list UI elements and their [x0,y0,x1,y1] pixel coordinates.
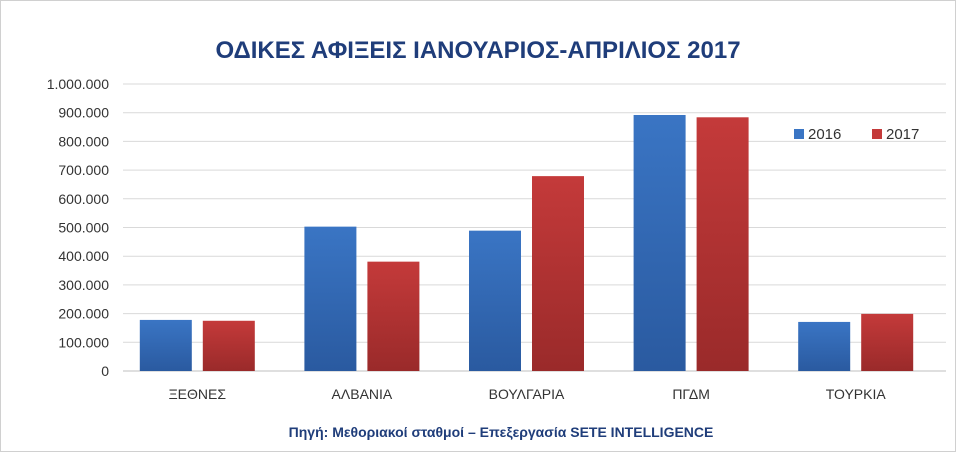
bars [139,114,914,372]
y-tick-label: 900.000 [58,105,109,121]
y-tick-label: 800.000 [58,133,109,149]
bar-2016-4 [798,321,851,371]
bar-2016-2 [469,230,521,371]
x-category-label: ΒΟΥΛΓΑΡΙΑ [489,386,565,402]
x-category-label: ΤΟΥΡΚΙΑ [826,386,887,402]
y-tick-label: 200.000 [58,306,109,322]
bar-2016-0 [139,319,192,371]
y-tick-label: 400.000 [58,248,109,264]
x-category-label: ΠΓΔΜ [672,386,710,402]
y-tick-label: 1.000.000 [47,76,109,92]
legend-label-2016: 2016 [808,126,841,143]
y-tick-label: 100.000 [58,334,109,350]
bar-2017-2 [532,176,584,371]
y-tick-label: 300.000 [58,277,109,293]
legend-swatch-2017 [872,129,882,139]
y-axis-ticks: 0 100.000 200.000 300.000 400.000 500.000 600.… [47,76,110,379]
x-category-label: ΑΛΒΑΝΙΑ [332,386,393,402]
y-tick-label: 0 [101,363,109,379]
legend: 2016 2017 [794,126,919,143]
bar-2016-3 [633,114,686,371]
bar-2017-0 [202,320,255,371]
x-axis-categories: ΞΕΘΝΕΣ ΑΛΒΑΝΙΑ ΒΟΥΛΓΑΡΙΑ ΠΓΔΜ ΤΟΥΡΚΙΑ [169,386,887,402]
legend-label-2017: 2017 [886,126,919,143]
bar-2016-1 [304,226,357,371]
x-category-label: ΞΕΘΝΕΣ [169,386,227,402]
legend-swatch-2016 [794,129,804,139]
source-note: Πηγή: Μεθοριακοί σταθμοί – Επεξεργασία S… [289,424,714,440]
bar-2017-3 [696,117,749,372]
y-tick-label: 500.000 [58,220,109,236]
bar-2017-1 [367,261,420,371]
chart-title: ΟΔΙΚΕΣ ΑΦΙΞΕΙΣ ΙΑΝΟΥΑΡΙΟΣ-ΑΠΡΙΛΙΟΣ 2017 [215,37,740,64]
y-tick-label: 700.000 [58,162,109,178]
bar-2017-4 [861,313,914,371]
y-tick-label: 600.000 [58,191,109,207]
